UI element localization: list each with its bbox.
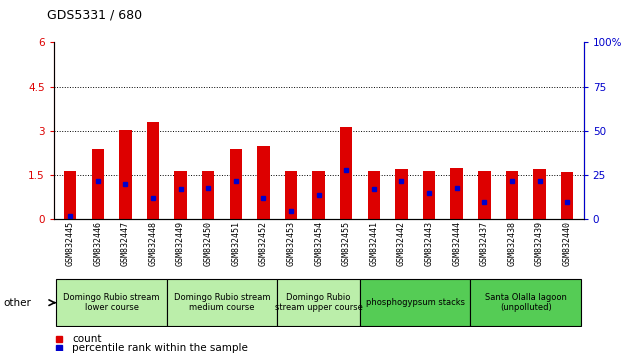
Text: GSM832452: GSM832452 xyxy=(259,221,268,266)
Bar xyxy=(285,171,297,219)
Bar xyxy=(312,171,325,219)
Bar xyxy=(91,149,104,219)
Bar xyxy=(167,279,277,326)
Bar xyxy=(257,146,269,219)
Text: GSM832448: GSM832448 xyxy=(148,221,158,266)
Text: phosphogypsum stacks: phosphogypsum stacks xyxy=(366,298,465,307)
Bar xyxy=(174,171,187,219)
Text: GSM832437: GSM832437 xyxy=(480,221,489,266)
Bar xyxy=(230,149,242,219)
Text: Santa Olalla lagoon
(unpolluted): Santa Olalla lagoon (unpolluted) xyxy=(485,293,567,312)
Bar xyxy=(423,171,435,219)
Text: GSM832442: GSM832442 xyxy=(397,221,406,266)
Bar xyxy=(368,171,380,219)
Text: GSM832455: GSM832455 xyxy=(342,221,351,266)
Text: GSM832445: GSM832445 xyxy=(66,221,74,266)
Text: count: count xyxy=(72,334,102,344)
Text: percentile rank within the sample: percentile rank within the sample xyxy=(72,343,248,353)
Text: Domingo Rubio stream
medium course: Domingo Rubio stream medium course xyxy=(174,293,270,312)
Bar xyxy=(56,279,167,326)
Bar xyxy=(451,168,463,219)
Bar xyxy=(360,279,471,326)
Bar xyxy=(202,171,215,219)
Text: GSM832440: GSM832440 xyxy=(563,221,572,266)
Bar xyxy=(64,171,76,219)
Text: Domingo Rubio stream
lower course: Domingo Rubio stream lower course xyxy=(63,293,160,312)
Bar xyxy=(505,171,518,219)
Bar xyxy=(277,279,360,326)
Text: GSM832446: GSM832446 xyxy=(93,221,102,266)
Text: GSM832451: GSM832451 xyxy=(232,221,240,266)
Text: GSM832444: GSM832444 xyxy=(452,221,461,266)
Bar xyxy=(561,172,574,219)
Text: GDS5331 / 680: GDS5331 / 680 xyxy=(47,8,143,21)
Bar xyxy=(533,169,546,219)
Bar xyxy=(147,122,159,219)
Text: GSM832438: GSM832438 xyxy=(507,221,516,266)
Text: GSM832441: GSM832441 xyxy=(369,221,379,266)
Text: GSM832454: GSM832454 xyxy=(314,221,323,266)
Text: Domingo Rubio
stream upper course: Domingo Rubio stream upper course xyxy=(274,293,363,312)
Bar xyxy=(478,171,490,219)
Text: GSM832447: GSM832447 xyxy=(121,221,130,266)
Text: GSM832449: GSM832449 xyxy=(176,221,185,266)
Bar xyxy=(471,279,581,326)
Bar xyxy=(119,130,132,219)
Text: GSM832453: GSM832453 xyxy=(286,221,295,266)
Text: GSM832450: GSM832450 xyxy=(204,221,213,266)
Bar xyxy=(340,127,353,219)
Text: GSM832443: GSM832443 xyxy=(425,221,433,266)
Bar xyxy=(395,169,408,219)
Text: other: other xyxy=(3,298,31,308)
Text: GSM832439: GSM832439 xyxy=(535,221,544,266)
